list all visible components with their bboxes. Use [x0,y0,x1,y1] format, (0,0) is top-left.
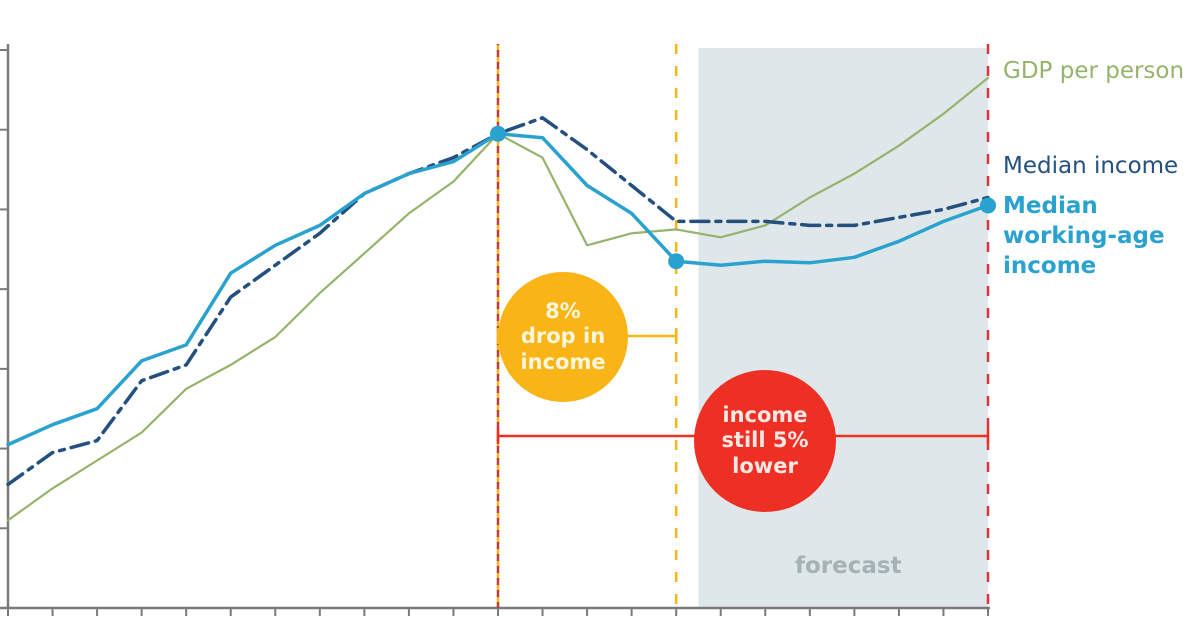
legend-gdp-per-person: GDP per person [1003,58,1185,84]
legend-median-working-age-income: Median working-age income [1003,193,1165,279]
forecast-label: forecast [795,553,902,579]
lower-callout-text: income still 5% lower [721,402,809,478]
legend-median-income: Median income [1003,153,1179,179]
series-markers [490,125,996,270]
axes [0,44,990,616]
income-still-lower-callout: income still 5% lower [694,370,836,512]
forecast-region [698,48,988,608]
drop-callout-text: 8% drop in income [520,298,606,374]
drop-in-income-callout: 8% drop in income [498,272,628,402]
